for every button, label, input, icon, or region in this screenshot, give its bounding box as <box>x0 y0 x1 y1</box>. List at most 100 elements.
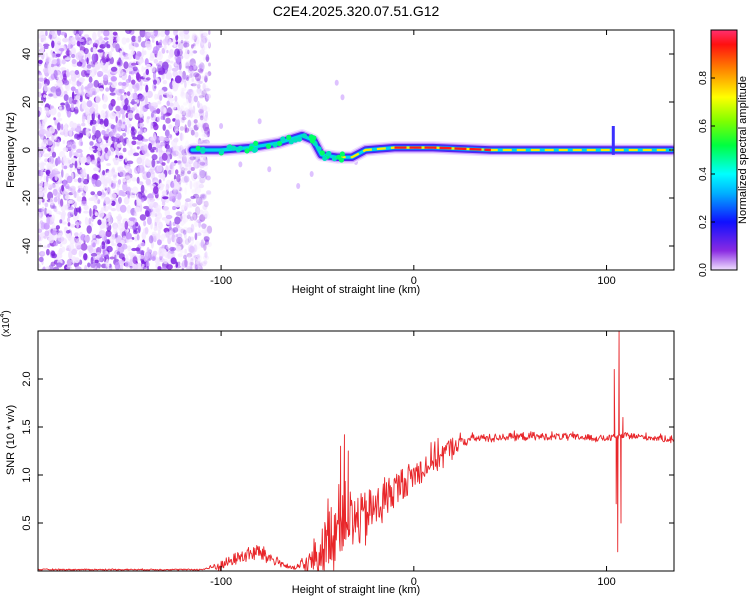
noise-speckle <box>110 207 117 212</box>
noise-speckle <box>43 45 49 50</box>
noise-speckle <box>92 205 98 210</box>
noise-speckle <box>86 57 89 65</box>
noise-speckle <box>143 220 147 227</box>
noise-speckle <box>178 30 185 37</box>
noise-speckle <box>267 166 272 173</box>
noise-speckle <box>185 62 190 69</box>
noise-speckle <box>197 100 200 109</box>
noise-speckle <box>191 252 196 260</box>
noise-speckle <box>199 62 205 72</box>
noise-speckle <box>53 196 58 203</box>
noise-speckle <box>153 79 157 85</box>
noise-speckle <box>108 215 113 224</box>
noise-speckle <box>174 241 182 247</box>
x-tick-label: 0 <box>411 275 417 287</box>
noise-speckle <box>153 186 159 195</box>
noise-speckle <box>198 94 204 98</box>
noise-speckle <box>191 78 194 83</box>
noise-speckle <box>71 58 77 65</box>
colorbar-tick-label: 0.4 <box>698 167 709 181</box>
noise-speckle <box>105 176 112 184</box>
noise-speckle <box>55 53 61 58</box>
noise-speckle <box>75 154 82 158</box>
signal-blob <box>296 136 303 142</box>
noise-speckle <box>71 80 77 86</box>
noise-speckle <box>124 156 128 163</box>
noise-speckle <box>51 59 58 65</box>
noise-speckle <box>168 54 172 60</box>
noise-speckle <box>180 228 185 234</box>
noise-speckle <box>165 231 170 238</box>
noise-speckle <box>84 235 91 243</box>
noise-speckle <box>197 175 203 180</box>
noise-speckle <box>177 160 182 164</box>
noise-speckle <box>127 95 132 101</box>
noise-speckle <box>191 90 199 96</box>
noise-speckle <box>131 140 137 146</box>
noise-speckle <box>76 40 81 47</box>
noise-speckle <box>151 154 158 161</box>
noise-speckle <box>150 112 154 118</box>
noise-speckle <box>142 72 147 79</box>
noise-speckle <box>86 64 92 69</box>
noise-speckle <box>151 231 157 237</box>
noise-speckle <box>86 225 92 234</box>
noise-speckle <box>134 53 141 60</box>
noise-speckle <box>184 127 190 133</box>
noise-speckle <box>75 52 82 60</box>
noise-speckle <box>83 253 88 261</box>
noise-speckle <box>141 231 147 240</box>
noise-speckle <box>140 242 146 247</box>
noise-speckle <box>113 141 118 149</box>
noise-speckle <box>135 36 139 42</box>
noise-speckle <box>136 146 140 150</box>
noise-speckle <box>70 36 76 45</box>
noise-speckle <box>43 77 48 83</box>
noise-speckle <box>141 159 145 167</box>
noise-speckle <box>70 102 74 111</box>
noise-speckle <box>144 226 149 235</box>
noise-speckle <box>188 179 192 183</box>
noise-speckle <box>184 187 187 195</box>
noise-speckle <box>49 126 56 134</box>
noise-speckle <box>192 171 197 176</box>
noise-speckle <box>105 258 110 268</box>
signal-blob <box>309 138 315 144</box>
noise-speckle <box>64 57 71 61</box>
noise-speckle <box>78 130 84 139</box>
noise-speckle <box>160 233 165 242</box>
noise-speckle <box>139 30 146 38</box>
noise-speckle <box>161 190 167 196</box>
noise-speckle <box>196 232 202 237</box>
noise-speckle <box>199 209 204 216</box>
noise-speckle <box>180 170 185 177</box>
noise-speckle <box>200 239 205 249</box>
noise-speckle <box>132 66 138 72</box>
noise-speckle <box>68 96 73 104</box>
noise-speckle <box>201 133 207 137</box>
noise-speckle <box>183 51 190 60</box>
noise-speckle <box>199 89 203 93</box>
noise-speckle <box>177 160 181 166</box>
noise-speckle <box>145 84 149 93</box>
noise-speckle <box>52 205 57 209</box>
noise-speckle <box>46 138 54 146</box>
noise-speckle <box>179 61 182 71</box>
noise-speckle <box>200 194 207 200</box>
noise-speckle <box>130 101 138 105</box>
noise-speckle <box>131 247 137 252</box>
noise-speckle <box>187 202 192 208</box>
noise-speckle <box>181 89 184 96</box>
noise-speckle <box>126 91 131 97</box>
signal-blob <box>195 145 201 151</box>
noise-speckle <box>153 135 157 140</box>
noise-speckle <box>80 91 85 96</box>
noise-speckle <box>187 49 190 55</box>
noise-speckle <box>181 176 188 184</box>
noise-speckle <box>155 216 159 224</box>
noise-speckle <box>182 114 186 118</box>
noise-speckle <box>83 168 86 177</box>
noise-speckle <box>161 266 167 270</box>
noise-speckle <box>175 234 179 238</box>
noise-speckle <box>198 109 204 114</box>
